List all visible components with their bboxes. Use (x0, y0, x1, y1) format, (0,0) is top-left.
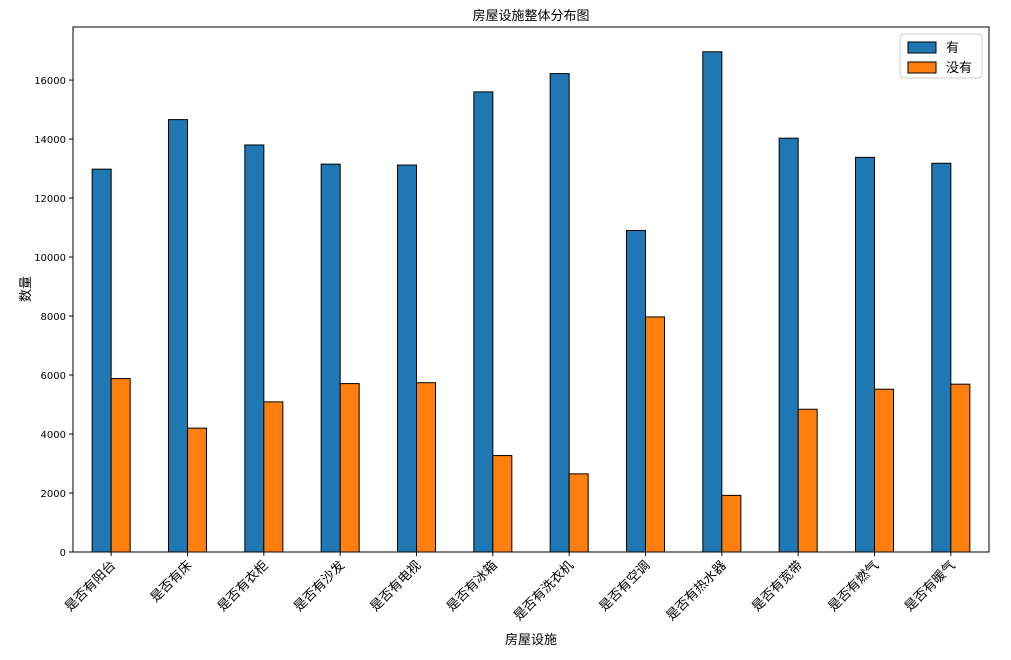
bar-meiyou-3 (263, 401, 284, 553)
y-tick-label: 16000 (34, 76, 66, 87)
bar-you-5 (397, 164, 417, 553)
legend-swatch (907, 41, 937, 54)
bar-meiyou-6 (492, 455, 513, 553)
plot-frame (72, 26, 990, 553)
bar-meiyou-1 (110, 378, 131, 553)
y-tick-label: 4000 (41, 430, 66, 441)
y-axis-label: 数量 (19, 276, 34, 302)
x-tick-label: 是否有床 (148, 558, 195, 605)
bar-meiyou-2 (187, 427, 207, 553)
bar-you-3 (244, 144, 265, 553)
bar-meiyou-4 (339, 383, 360, 553)
bar-you-12 (931, 162, 952, 553)
bar-meiyou-7 (568, 473, 589, 553)
x-tick-label: 是否有热水器 (664, 558, 730, 624)
legend-label: 没有 (946, 61, 972, 76)
y-tick-label: 12000 (34, 194, 66, 205)
x-tick-label: 是否有燃气 (825, 558, 882, 615)
bar-meiyou-5 (416, 382, 436, 553)
x-tick-label: 是否有沙发 (291, 558, 348, 615)
bar-meiyou-12 (950, 383, 971, 553)
bar-you-2 (168, 119, 188, 553)
x-tick-label: 是否有洗衣机 (511, 558, 577, 624)
bars-group (91, 51, 971, 553)
bar-you-4 (320, 163, 341, 553)
y-tick-label: 8000 (41, 312, 66, 323)
x-axis: 是否有阳台 是否有床 是否有衣柜 是否有沙发 是否有电视 是否有冰箱 是否有洗衣机 是否有空调… (62, 552, 959, 624)
y-tick-label: 0 (60, 548, 66, 559)
bar-you-10 (778, 137, 799, 553)
bar-meiyou-9 (721, 494, 742, 553)
x-tick-label: 是否有暖气 (901, 558, 958, 615)
x-tick-label: 是否有空调 (597, 558, 654, 615)
bar-meiyou-8 (645, 316, 665, 553)
x-tick-label: 是否有宽带 (749, 558, 806, 615)
legend: 有没有 (899, 33, 983, 79)
x-tick-label: 是否有阳台 (62, 558, 119, 615)
y-tick-label: 6000 (41, 371, 66, 382)
x-tick-label: 是否有电视 (368, 558, 425, 615)
bar-you-9 (702, 51, 723, 553)
bar-you-7 (549, 73, 570, 553)
y-tick-label: 2000 (41, 489, 66, 500)
x-tick-label: 是否有衣柜 (214, 558, 271, 615)
legend-label: 有 (946, 41, 959, 56)
bar-you-11 (855, 156, 875, 553)
bar-meiyou-10 (797, 408, 818, 553)
y-tick-label: 10000 (34, 253, 66, 264)
chart-title: 房屋设施整体分布图 (472, 8, 589, 24)
y-axis: 0 2000 4000 6000 8000 10000 12000 14000 16000 (34, 76, 73, 559)
bar-you-6 (473, 91, 494, 553)
bar-you-8 (626, 230, 646, 553)
y-tick-label: 14000 (34, 135, 66, 146)
bar-you-1 (91, 168, 112, 553)
bar-meiyou-11 (874, 388, 894, 553)
x-axis-label: 房屋设施 (505, 632, 557, 648)
x-tick-label: 是否有冰箱 (443, 558, 500, 615)
legend-swatch (907, 61, 937, 74)
